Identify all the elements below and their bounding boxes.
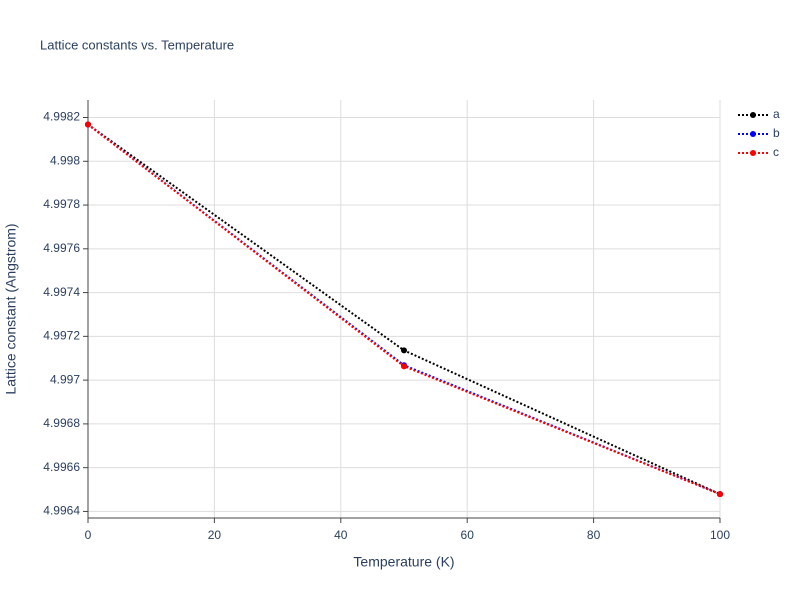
x-tick-label: 80 bbox=[587, 528, 601, 542]
legend-label: b bbox=[773, 126, 780, 140]
y-tick-label: 4.9966 bbox=[43, 460, 80, 474]
data-point bbox=[717, 491, 723, 498]
y-tick-label: 4.997 bbox=[50, 372, 80, 386]
y-tick-label: 4.9974 bbox=[43, 285, 80, 299]
x-tick-label: 20 bbox=[208, 528, 222, 542]
x-axis-title: Temperature (K) bbox=[353, 554, 454, 570]
y-tick-label: 4.9982 bbox=[43, 110, 80, 124]
series-line bbox=[87, 123, 721, 496]
chart-title: Lattice constants vs. Temperature bbox=[40, 37, 234, 52]
y-tick-label: 4.9972 bbox=[43, 329, 80, 343]
series-line bbox=[87, 123, 721, 496]
data-point bbox=[85, 121, 91, 128]
legend-marker bbox=[750, 150, 756, 156]
y-tick-label: 4.9978 bbox=[43, 197, 80, 211]
x-tick-label: 100 bbox=[710, 528, 730, 542]
data-point bbox=[401, 347, 407, 354]
y-tick-label: 4.9968 bbox=[43, 416, 80, 430]
data-point bbox=[401, 363, 407, 370]
legend-label: a bbox=[773, 107, 780, 121]
y-tick-label: 4.9976 bbox=[43, 241, 80, 255]
y-tick-label: 4.998 bbox=[50, 153, 80, 167]
series-line bbox=[87, 123, 721, 496]
x-tick-label: 60 bbox=[461, 528, 475, 542]
legend-label: c bbox=[773, 145, 779, 159]
x-tick-label: 40 bbox=[334, 528, 348, 542]
x-tick-label: 0 bbox=[85, 528, 92, 542]
legend-marker bbox=[750, 131, 756, 137]
legend-marker bbox=[750, 112, 756, 118]
y-axis-title: Lattice constant (Angstrom) bbox=[3, 223, 19, 394]
y-tick-label: 4.9964 bbox=[43, 504, 80, 518]
